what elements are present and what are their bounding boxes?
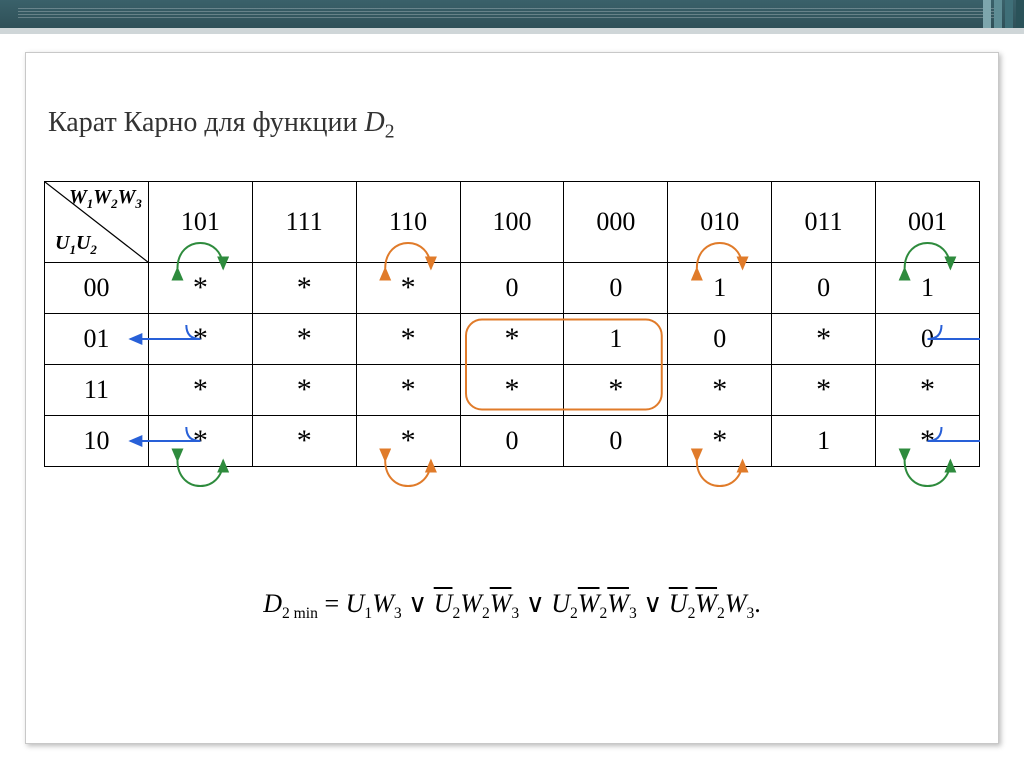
kmap-cell: 1 bbox=[772, 416, 876, 467]
slide-top-bar bbox=[0, 0, 1024, 28]
kmap-row-header: 11 bbox=[45, 365, 149, 416]
kmap-cell: * bbox=[148, 314, 252, 365]
corner-bottom-label: U1U2 bbox=[55, 232, 97, 258]
kmap-cell: 0 bbox=[876, 314, 980, 365]
kmap-cell: * bbox=[876, 365, 980, 416]
kmap-col-header: 000 bbox=[564, 182, 668, 263]
kmap-cell: 0 bbox=[460, 416, 564, 467]
title-var-sub: 2 bbox=[385, 122, 395, 143]
kmap-cell: 1 bbox=[564, 314, 668, 365]
top-bar-tabs bbox=[980, 0, 1024, 28]
kmap-cell: * bbox=[252, 314, 356, 365]
kmap-cell: * bbox=[148, 263, 252, 314]
kmap-row: 10***00*1* bbox=[45, 416, 980, 467]
kmap-cell: * bbox=[356, 416, 460, 467]
kmap-row-header: 10 bbox=[45, 416, 149, 467]
kmap-cell: 1 bbox=[876, 263, 980, 314]
kmap-row-header: 01 bbox=[45, 314, 149, 365]
kmap-col-header: 111 bbox=[252, 182, 356, 263]
kmap-row: 01****10*0 bbox=[45, 314, 980, 365]
kmap-header-row: W1W2W3 U1U2 101111110100000010011001 bbox=[45, 182, 980, 263]
kmap-cell: 0 bbox=[772, 263, 876, 314]
kmap-col-header: 001 bbox=[876, 182, 980, 263]
kmap-cell: 0 bbox=[460, 263, 564, 314]
kmap-cell: 0 bbox=[564, 263, 668, 314]
kmap-col-header: 110 bbox=[356, 182, 460, 263]
kmap-cell: * bbox=[876, 416, 980, 467]
top-bar-stripes bbox=[18, 8, 996, 18]
kmap-col-header: 010 bbox=[668, 182, 772, 263]
kmap-cell: * bbox=[356, 263, 460, 314]
kmap-corner-cell: W1W2W3 U1U2 bbox=[45, 182, 149, 263]
kmap-cell: * bbox=[252, 365, 356, 416]
kmap-cell: * bbox=[252, 263, 356, 314]
kmap-cell: 1 bbox=[668, 263, 772, 314]
kmap-cell: * bbox=[356, 365, 460, 416]
kmap-row: 00***00101 bbox=[45, 263, 980, 314]
top-bar-underline bbox=[0, 28, 1024, 34]
kmap-col-header: 101 bbox=[148, 182, 252, 263]
kmap-cell: * bbox=[460, 314, 564, 365]
kmap-row-header: 00 bbox=[45, 263, 149, 314]
kmap-cell: * bbox=[772, 365, 876, 416]
corner-top-label: W1W2W3 bbox=[69, 186, 142, 212]
result-formula: D2 min = U1W3 ∨ U2W2W3 ∨ U2W2W3 ∨ U2W2W3… bbox=[26, 589, 998, 623]
kmap-cell: * bbox=[772, 314, 876, 365]
kmap-cell: * bbox=[668, 365, 772, 416]
title-var: D bbox=[364, 107, 384, 138]
kmap-cell: * bbox=[148, 365, 252, 416]
kmap-table: W1W2W3 U1U2 101111110100000010011001 00*… bbox=[44, 181, 980, 467]
kmap-table-wrap: W1W2W3 U1U2 101111110100000010011001 00*… bbox=[44, 181, 980, 467]
kmap-cell: * bbox=[252, 416, 356, 467]
kmap-col-header: 011 bbox=[772, 182, 876, 263]
kmap-cell: * bbox=[668, 416, 772, 467]
slide-body: Карат Карно для функции D2 W1W2W3 U1U2 1… bbox=[25, 52, 999, 744]
kmap-cell: * bbox=[356, 314, 460, 365]
kmap-cell: * bbox=[460, 365, 564, 416]
kmap-cell: 0 bbox=[668, 314, 772, 365]
slide-title: Карат Карно для функции D2 bbox=[48, 107, 395, 144]
kmap-row: 11******** bbox=[45, 365, 980, 416]
kmap-col-header: 100 bbox=[460, 182, 564, 263]
title-prefix: Карат Карно для функции bbox=[48, 107, 364, 138]
kmap-cell: * bbox=[564, 365, 668, 416]
kmap-cell: 0 bbox=[564, 416, 668, 467]
kmap-cell: * bbox=[148, 416, 252, 467]
